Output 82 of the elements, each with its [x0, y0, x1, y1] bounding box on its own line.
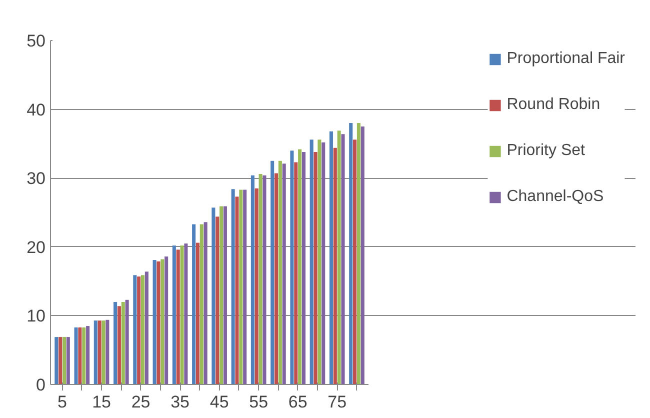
bar: [314, 152, 318, 384]
bar: [114, 302, 118, 384]
bar: [200, 224, 204, 384]
bar: [302, 152, 306, 384]
bar: [98, 320, 102, 384]
bar: [102, 320, 106, 384]
bar: [216, 216, 220, 384]
bar: [141, 275, 145, 384]
bar: [164, 256, 168, 384]
bar: [231, 189, 235, 384]
bar: [223, 206, 227, 384]
x-tick-label: 45: [210, 392, 229, 412]
y-tick-label: 10: [26, 306, 46, 326]
bar: [250, 175, 254, 384]
y-tick-label: 40: [26, 100, 46, 120]
bar: [254, 188, 258, 384]
bar: [318, 140, 322, 384]
bar: [258, 174, 262, 384]
bar: [220, 206, 224, 384]
x-tick-label: 5: [58, 392, 68, 412]
bar: [62, 337, 66, 384]
bar: [353, 140, 357, 384]
legend-label: Proportional Fair: [506, 50, 625, 68]
bar: [156, 261, 160, 384]
bar: [117, 306, 121, 384]
bar: [235, 196, 239, 384]
y-tick-label: 20: [26, 238, 46, 257]
bar: [349, 123, 353, 384]
x-tick-label: 25: [131, 392, 150, 412]
legend-label: Priority Set: [506, 142, 585, 160]
bar: [262, 175, 266, 384]
bar: [329, 131, 333, 384]
x-tick-label: 55: [249, 392, 268, 412]
bar: [184, 243, 188, 384]
bar: [176, 250, 180, 384]
bar: [133, 275, 137, 384]
bar: [137, 276, 141, 384]
bar: [66, 337, 70, 384]
bar: [196, 242, 200, 384]
legend-label: Round Robin: [506, 96, 600, 114]
bar: [337, 130, 341, 384]
bar: [212, 208, 216, 384]
bar: [86, 326, 90, 384]
y-tick-label: 50: [26, 32, 46, 50]
bar: [82, 327, 86, 384]
bar: [356, 123, 360, 384]
bar: [322, 142, 326, 384]
bar: [243, 190, 247, 384]
bar: [204, 222, 208, 384]
bar: [58, 337, 62, 384]
bar: [290, 150, 294, 384]
y-tick-label: 0: [36, 376, 46, 394]
bar: [270, 160, 274, 384]
legend-label: Channel-QoS: [506, 188, 604, 206]
bar: [310, 140, 314, 384]
bar: [160, 259, 164, 384]
x-tick-label: 15: [92, 392, 112, 412]
bar: [152, 260, 156, 384]
bar: [172, 246, 176, 384]
bar: [282, 164, 286, 384]
bar: [274, 173, 278, 384]
x-tick-label: 75: [328, 392, 347, 412]
bar: [333, 148, 337, 384]
bar: [74, 327, 78, 384]
bar: [125, 300, 129, 384]
bar: [144, 272, 148, 384]
bar: [192, 224, 196, 384]
bar: [239, 190, 243, 384]
bar: [106, 320, 110, 384]
bar: [360, 126, 364, 384]
bar: [294, 162, 298, 384]
bar: [298, 149, 302, 384]
y-tick-label: 30: [26, 169, 46, 188]
bar: [121, 302, 125, 384]
x-tick-label: 35: [170, 392, 190, 412]
bar: [180, 246, 184, 384]
x-tick-label: 65: [288, 392, 308, 412]
bar: [78, 327, 82, 384]
bar: [278, 160, 282, 384]
bar: [341, 134, 345, 384]
bar: [94, 320, 98, 384]
bar: [54, 337, 58, 384]
